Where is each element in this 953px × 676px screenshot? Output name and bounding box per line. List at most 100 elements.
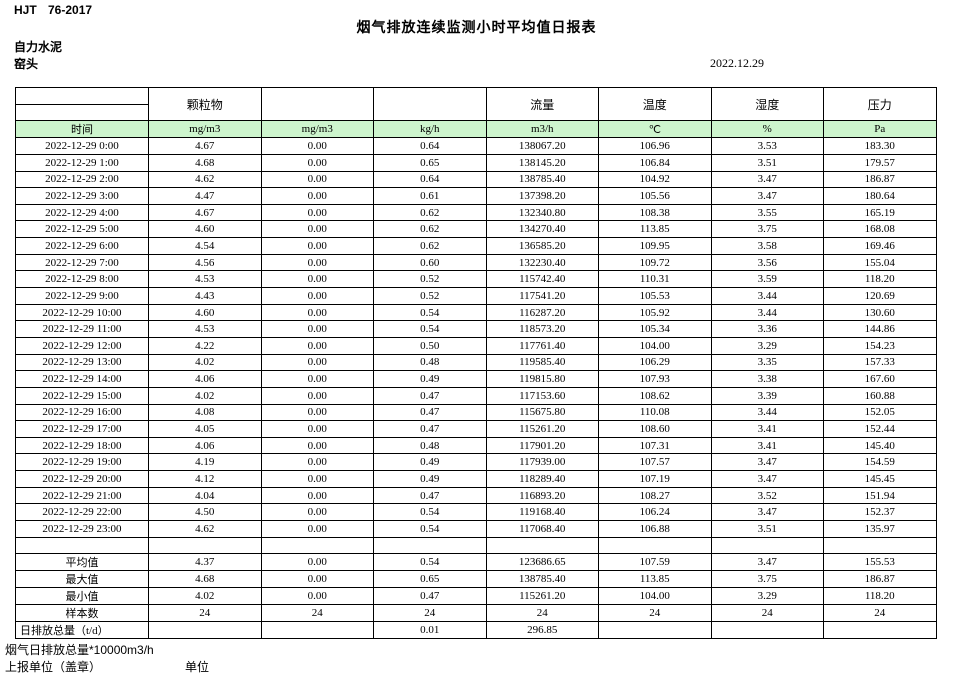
value-cell: 105.56 [599,188,712,205]
row-label-cell: 2022-12-29 2:00 [16,171,149,189]
value-cell: 108.27 [599,487,712,505]
row-label-cell: 2022-12-29 4:00 [16,204,149,222]
value-cell: 113.85 [599,221,712,239]
value-cell: 0.00 [261,171,374,189]
header-blank-col3 [261,88,374,122]
row-label-cell: 2022-12-29 18:00 [16,437,149,455]
value-cell: 179.57 [824,154,937,172]
value-cell: 3.51 [711,521,824,538]
value-cell: 4.67 [149,138,262,155]
row-label-cell: 2022-12-29 11:00 [16,321,149,338]
value-cell: 0.00 [261,321,374,338]
value-cell: 4.43 [149,288,262,305]
value-cell: 123686.65 [486,554,599,572]
value-cell: 109.72 [599,254,712,272]
table-row: 2022-12-29 0:00 4.67 0.00 0.64 138067.20 106.… [16,138,937,155]
value-cell: 3.41 [711,437,824,455]
value-cell: 0.47 [374,387,487,405]
row-label-cell: 日排放总量（t/d） [16,622,149,640]
value-cell: 3.58 [711,238,824,255]
value-cell: 110.08 [599,404,712,422]
row-label-cell [16,537,149,555]
table-row: 2022-12-29 6:00 4.54 0.00 0.62 136585.20 109.… [16,238,937,255]
table-row: 2022-12-29 8:00 4.53 0.00 0.52 115742.40 110.… [16,271,937,289]
row-label-cell: 2022-12-29 3:00 [16,188,149,205]
value-cell: 0.54 [374,554,487,572]
value-cell: 0.61 [374,188,487,205]
value-cell: 24 [261,605,374,623]
value-cell: 0.47 [374,487,487,505]
value-cell: 0.01 [374,622,487,640]
table-row: 2022-12-29 9:00 4.43 0.00 0.52 117541.20 105.… [16,288,937,305]
header-humidity: 湿度 [711,88,824,122]
value-cell: 4.47 [149,188,262,205]
unit-label: 单位 [185,660,210,674]
value-cell: 167.60 [824,371,937,388]
value-cell: 138785.40 [486,571,599,589]
value-cell: 152.05 [824,404,937,422]
value-cell: 104.00 [599,588,712,606]
unit-m3h: m3/h [486,121,599,139]
value-cell: 4.60 [149,304,262,322]
table-row: 最大值 4.68 0.00 0.65 138785.40 113.85 3.75 186.87 [16,571,937,589]
value-cell: 0.00 [261,238,374,255]
value-cell: 3.56 [711,254,824,272]
value-cell: 3.47 [711,454,824,472]
value-cell: 117761.40 [486,337,599,355]
value-cell: 169.46 [824,238,937,255]
row-label-cell: 2022-12-29 17:00 [16,421,149,438]
value-cell: 108.60 [599,421,712,438]
value-cell: 137398.20 [486,188,599,205]
value-cell [486,537,599,555]
value-cell: 155.53 [824,554,937,572]
value-cell: 0.00 [261,504,374,522]
value-cell: 138785.40 [486,171,599,189]
value-cell: 0.00 [261,404,374,422]
value-cell: 0.00 [261,571,374,589]
value-cell: 0.00 [261,204,374,222]
report-table: 颗粒物 流量 温度 湿度 压力 时间 mg/m3 mg/m3 kg/h m3/h… [15,87,937,640]
value-cell: 0.00 [261,487,374,505]
row-label-cell: 2022-12-29 12:00 [16,337,149,355]
value-cell: 107.31 [599,437,712,455]
value-cell: 3.44 [711,288,824,305]
value-cell: 24 [374,605,487,623]
value-cell: 0.62 [374,204,487,222]
value-cell [711,537,824,555]
value-cell: 105.92 [599,304,712,322]
value-cell: 0.52 [374,271,487,289]
row-label-cell: 2022-12-29 8:00 [16,271,149,289]
value-cell [149,537,262,555]
value-cell: 130.60 [824,304,937,322]
value-cell: 24 [824,605,937,623]
unit-kgh: kg/h [374,121,487,139]
value-cell: 0.54 [374,321,487,338]
value-cell: 296.85 [486,622,599,640]
value-cell: 106.88 [599,521,712,538]
value-cell: 0.47 [374,404,487,422]
value-cell: 110.31 [599,271,712,289]
value-cell: 160.88 [824,387,937,405]
value-cell: 0.49 [374,471,487,488]
value-cell: 107.19 [599,471,712,488]
header-particulate: 颗粒物 [149,88,262,122]
row-label-cell: 平均值 [16,554,149,572]
row-label-cell: 2022-12-29 15:00 [16,387,149,405]
value-cell: 0.64 [374,171,487,189]
value-cell: 4.02 [149,387,262,405]
value-cell: 4.05 [149,421,262,438]
unit-percent: % [711,121,824,139]
value-cell: 0.00 [261,521,374,538]
value-cell: 24 [486,605,599,623]
value-cell: 0.00 [261,337,374,355]
row-label-cell: 2022-12-29 16:00 [16,404,149,422]
value-cell: 132340.80 [486,204,599,222]
value-cell: 4.56 [149,254,262,272]
value-cell [711,622,824,640]
table-row: 2022-12-29 16:00 4.08 0.00 0.47 115675.80 110… [16,404,937,422]
table-row: 2022-12-29 4:00 4.67 0.00 0.62 132340.80 108.… [16,204,937,222]
unit-pa: Pa [824,121,937,139]
row-label-cell: 最小值 [16,588,149,606]
value-cell: 117541.20 [486,288,599,305]
value-cell [261,622,374,640]
